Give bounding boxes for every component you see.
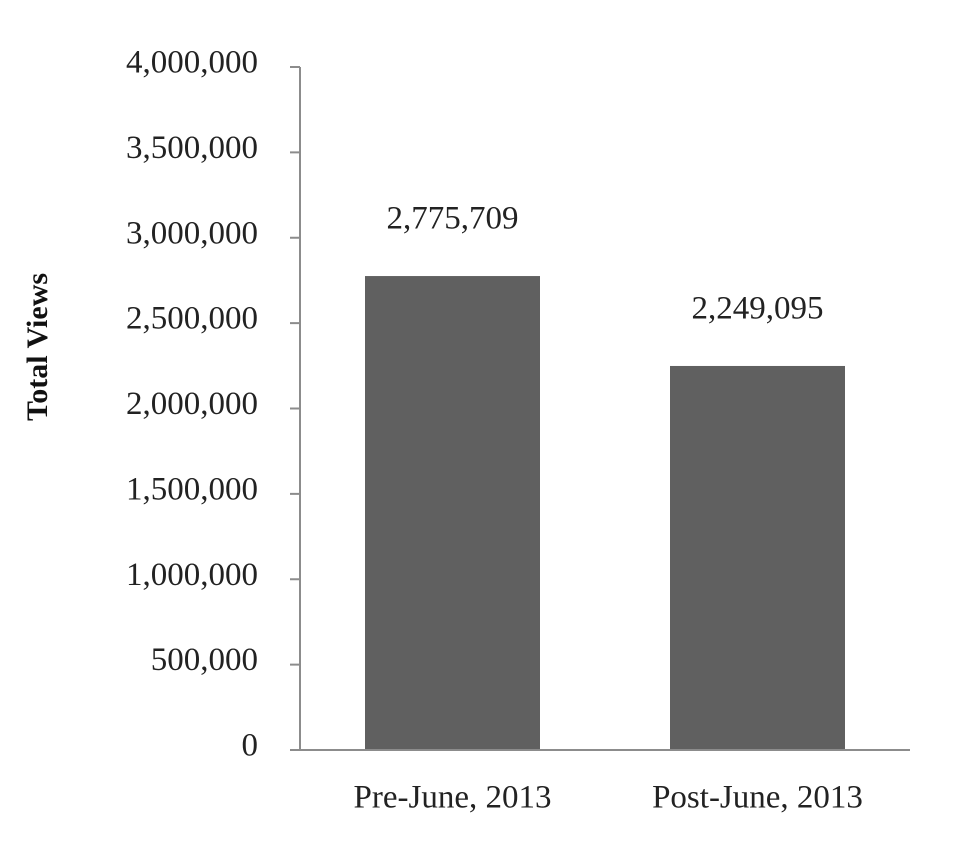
data-labels: 2,775,709 2,249,095	[387, 201, 824, 327]
y-tick-label: 4,000,000	[126, 45, 258, 81]
axes	[290, 67, 910, 751]
y-tick-label: 2,000,000	[126, 386, 258, 422]
y-tick-label: 1,500,000	[126, 471, 258, 507]
y-tick-label: 0	[242, 728, 259, 764]
bar-value-label: 2,249,095	[692, 291, 824, 327]
bar	[670, 365, 845, 750]
y-tick-label: 3,000,000	[126, 215, 258, 251]
x-category-label: Post-June, 2013	[652, 780, 863, 816]
bar-value-label: 2,775,709	[387, 201, 519, 237]
y-tick-label: 3,500,000	[126, 130, 258, 166]
bars	[365, 276, 845, 750]
y-tick-label: 500,000	[151, 642, 258, 678]
y-tick-label: 1,000,000	[126, 557, 258, 593]
x-axis-labels: Pre-June, 2013 Post-June, 2013	[354, 780, 863, 816]
y-axis-ticks: 0 500,000 1,000,000 1,500,000 2,000,000 2,500…	[126, 45, 300, 764]
y-axis-title: Total Views	[21, 273, 54, 421]
bar	[365, 276, 540, 750]
x-category-label: Pre-June, 2013	[354, 780, 552, 816]
y-tick-label: 2,500,000	[126, 301, 258, 337]
